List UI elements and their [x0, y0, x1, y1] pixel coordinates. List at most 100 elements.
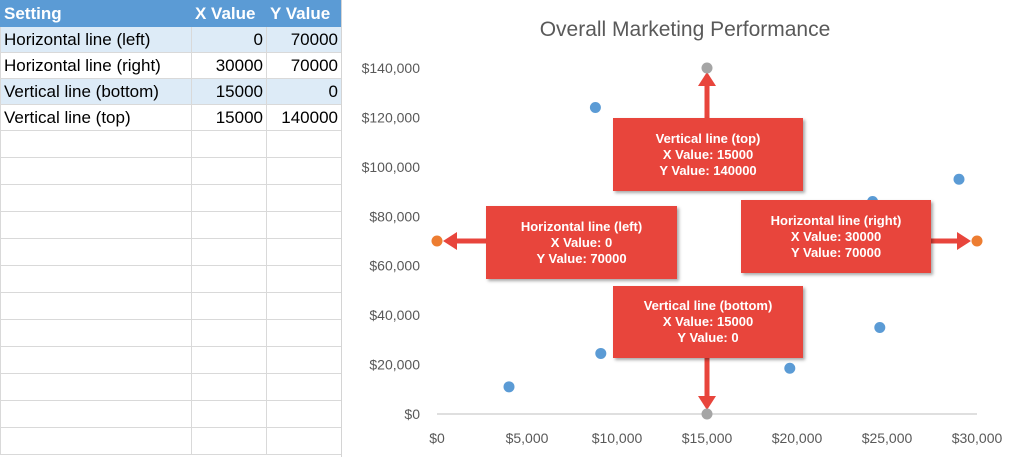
empty-row [0, 265, 341, 293]
callout-y: Y Value: 70000 [536, 250, 627, 266]
data-point[interactable] [701, 408, 713, 420]
empty-cell[interactable] [0, 346, 192, 374]
empty-cell[interactable] [0, 400, 192, 428]
empty-cell[interactable] [266, 319, 341, 347]
empty-cell[interactable] [266, 373, 341, 401]
y-tick-label: $120,000 [362, 109, 421, 125]
data-point[interactable] [589, 102, 601, 114]
x-tick-label: $20,000 [772, 430, 823, 446]
data-point[interactable] [503, 381, 515, 393]
cell-y-value[interactable]: 70000 [266, 52, 341, 79]
callout-arrows [443, 72, 971, 410]
data-point[interactable] [784, 362, 796, 374]
empty-cell[interactable] [191, 130, 267, 158]
cell-setting[interactable]: Horizontal line (right) [0, 52, 192, 79]
data-point[interactable] [431, 235, 443, 247]
data-point[interactable] [971, 235, 983, 247]
empty-row [0, 319, 341, 347]
empty-cell[interactable] [0, 427, 192, 455]
empty-cell[interactable] [266, 292, 341, 320]
empty-cell[interactable] [266, 157, 341, 185]
cell-setting[interactable]: Horizontal line (left) [0, 26, 192, 53]
empty-cell[interactable] [191, 157, 267, 185]
empty-row [0, 184, 341, 212]
empty-cell[interactable] [266, 400, 341, 428]
empty-row [0, 157, 341, 185]
arrow-head [698, 396, 716, 410]
empty-cell[interactable] [0, 238, 192, 266]
cell-y-value[interactable]: 70000 [266, 26, 341, 53]
empty-cell[interactable] [0, 211, 192, 239]
y-tick-label: $140,000 [362, 60, 421, 76]
table-row: Horizontal line (left) 0 70000 [0, 26, 341, 53]
empty-cell[interactable] [0, 292, 192, 320]
y-tick-label: $100,000 [362, 159, 421, 175]
cell-x-value[interactable]: 0 [191, 26, 267, 53]
y-tick-label: $60,000 [369, 258, 420, 274]
data-point[interactable] [874, 322, 886, 333]
cell-y-value[interactable]: 0 [266, 78, 341, 105]
empty-cell[interactable] [0, 319, 192, 347]
table-row: Vertical line (bottom) 15000 0 [0, 78, 341, 105]
table-row: Horizontal line (right) 30000 70000 [0, 52, 341, 79]
empty-cell[interactable] [191, 400, 267, 428]
x-axis-ticks: $0 $5,000 $10,000 $15,000 $20,000 $25,000 $30,… [429, 430, 1002, 446]
empty-cell[interactable] [266, 184, 341, 212]
empty-cell[interactable] [266, 211, 341, 239]
data-point[interactable] [701, 62, 713, 74]
callout-vertical-bottom: Vertical line (bottom) X Value: 15000 Y … [613, 286, 803, 358]
x-tick-label: $10,000 [592, 430, 643, 446]
empty-cell[interactable] [0, 157, 192, 185]
empty-cell[interactable] [0, 184, 192, 212]
callout-x: X Value: 0 [550, 234, 613, 250]
x-tick-label: $25,000 [862, 430, 913, 446]
empty-cell[interactable] [266, 265, 341, 293]
empty-cell[interactable] [191, 211, 267, 239]
empty-cell[interactable] [0, 373, 192, 401]
callout-y: Y Value: 140000 [659, 162, 757, 178]
data-point[interactable] [595, 347, 607, 359]
callout-x: X Value: 15000 [662, 146, 754, 162]
empty-cell[interactable] [0, 130, 192, 158]
empty-cell[interactable] [266, 130, 341, 158]
callout-y: Y Value: 0 [677, 330, 739, 345]
empty-cell[interactable] [266, 427, 341, 455]
callout-y: Y Value: 70000 [790, 244, 882, 260]
arrow-head [957, 232, 971, 250]
cell-setting[interactable]: Vertical line (bottom) [0, 78, 192, 105]
callout-horizontal-left: Horizontal line (left) X Value: 0 Y Valu… [486, 206, 677, 279]
cell-y-value[interactable]: 140000 [266, 104, 341, 131]
empty-cell[interactable] [266, 238, 341, 266]
x-tick-label: $0 [429, 430, 445, 446]
callout-horizontal-right: Horizontal line (right) X Value: 30000 Y… [741, 200, 931, 273]
callout-label: Vertical line (bottom) [643, 298, 773, 313]
header-y-value[interactable]: Y Value [266, 0, 341, 27]
empty-cell[interactable] [191, 319, 267, 347]
cell-x-value[interactable]: 30000 [191, 52, 267, 79]
empty-cell[interactable] [191, 238, 267, 266]
chart-svg: Overall Marketing Performance $0 $20,000 $… [362, 18, 1003, 446]
empty-cell[interactable] [191, 265, 267, 293]
y-tick-label: $40,000 [369, 307, 420, 323]
empty-cell[interactable] [191, 184, 267, 212]
empty-cell[interactable] [191, 427, 267, 455]
y-axis-ticks: $0 $20,000 $40,000 $60,000 $80,000 $100,000 $1… [362, 60, 421, 422]
table-row: Vertical line (top) 15000 140000 [0, 104, 341, 131]
header-setting[interactable]: Setting [0, 0, 192, 27]
empty-row [0, 346, 341, 374]
cell-x-value[interactable]: 15000 [191, 78, 267, 105]
settings-table: Setting X Value Y Value Horizontal line … [0, 0, 341, 455]
x-tick-label: $5,000 [506, 430, 549, 446]
empty-cell[interactable] [191, 346, 267, 374]
chart-title: Overall Marketing Performance [540, 18, 831, 41]
data-point[interactable] [953, 173, 965, 185]
cell-x-value[interactable]: 15000 [191, 104, 267, 131]
cell-setting[interactable]: Vertical line (top) [0, 104, 192, 131]
header-x-value[interactable]: X Value [191, 0, 267, 27]
scatter-chart[interactable]: Overall Marketing Performance $0 $20,000 $… [342, 0, 1024, 457]
empty-cell[interactable] [0, 265, 192, 293]
empty-cell[interactable] [266, 346, 341, 374]
callout-label: Horizontal line (left) [520, 218, 643, 234]
empty-cell[interactable] [191, 292, 267, 320]
empty-cell[interactable] [191, 373, 267, 401]
